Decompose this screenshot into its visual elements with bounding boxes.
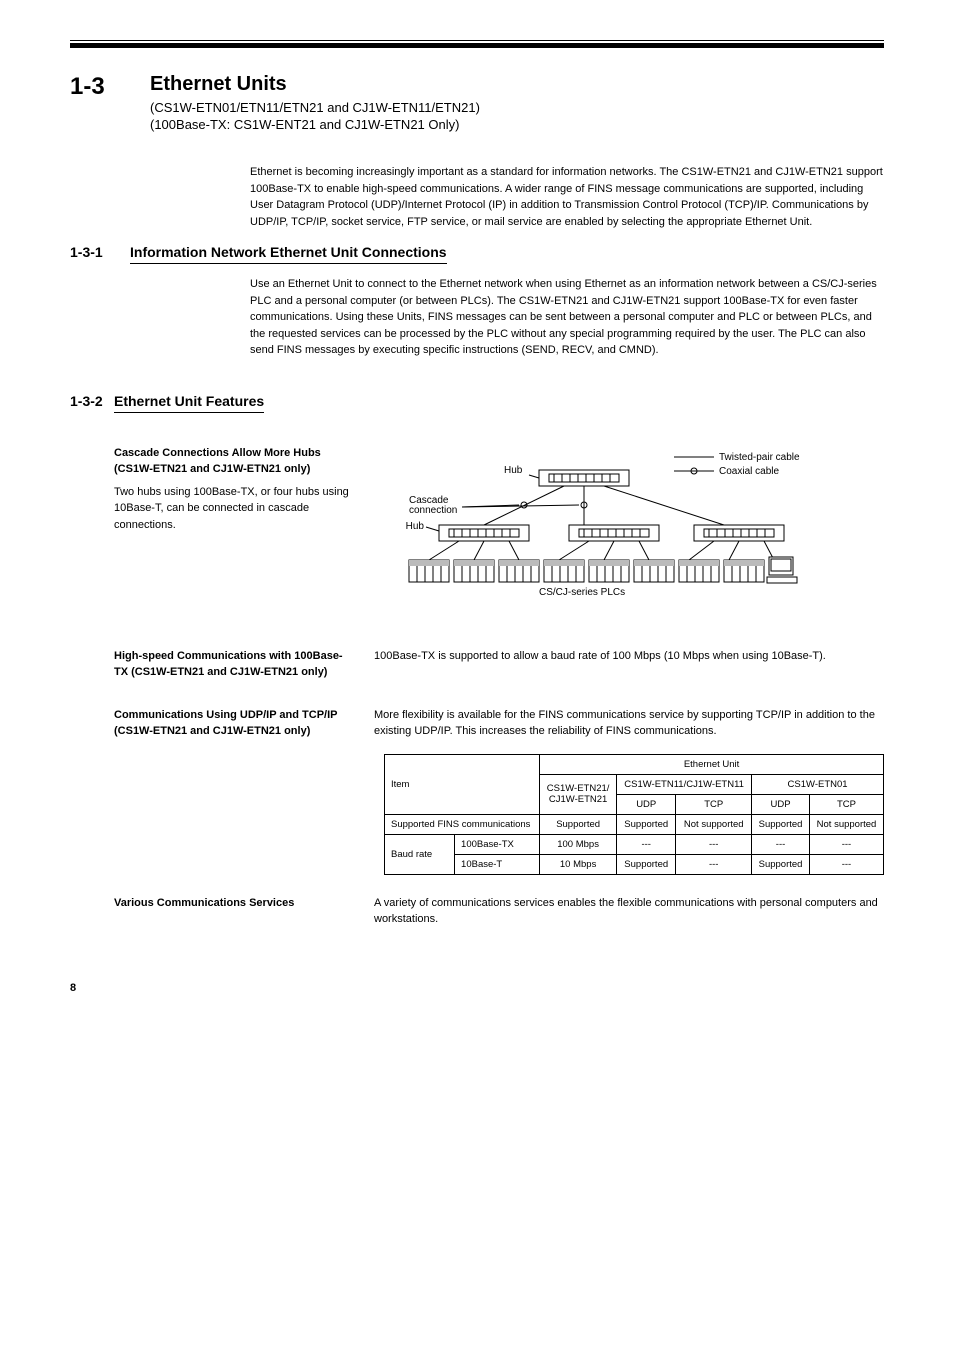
cascade-diagram: Twisted-pair cable Coaxial cable Hub Cas…: [374, 445, 804, 625]
th-item: Item: [385, 754, 540, 814]
section-number: 1-3: [70, 73, 150, 134]
plc-4: [544, 560, 584, 582]
legend-tp: Twisted-pair cable: [719, 452, 800, 463]
r3e: ---: [809, 854, 883, 874]
hub-top-label: Hub: [504, 465, 523, 476]
r3-sub1: 10Base-T: [455, 854, 540, 874]
th-udp2: UDP: [752, 794, 810, 814]
hub-mid: [569, 525, 659, 541]
r2e: ---: [809, 834, 883, 854]
r1c: Not supported: [676, 814, 752, 834]
th-etn11: CS1W-ETN11/CJ1W-ETN11: [617, 774, 752, 794]
r2-group: Baud rate: [385, 834, 455, 874]
cascade-label-2: connection: [409, 505, 457, 516]
plc-1: [409, 560, 449, 582]
hub-top: [539, 470, 629, 486]
th-etn21: CS1W-ETN21/ CJ1W-ETN21: [540, 774, 617, 814]
f4-title: Various Communications Services: [114, 895, 354, 912]
r3d: Supported: [752, 854, 810, 874]
r3b: Supported: [617, 854, 676, 874]
f1-title: Cascade Connections Allow More Hubs (CS1…: [114, 445, 354, 478]
r3a: 10 Mbps: [540, 854, 617, 874]
plc-5: [589, 560, 629, 582]
f3-title: Communications Using UDP/IP and TCP/IP (…: [114, 707, 354, 740]
plc-7: [679, 560, 719, 582]
plc-3: [499, 560, 539, 582]
r1e: Not supported: [809, 814, 883, 834]
sub-131-num: 1-3-1: [70, 244, 130, 373]
ethernet-table: Item Ethernet Unit CS1W-ETN21/ CJ1W-ETN2…: [384, 754, 884, 875]
page-number: 8: [70, 982, 884, 994]
r3c: ---: [676, 854, 752, 874]
plc-2: [454, 560, 494, 582]
r1d: Supported: [752, 814, 810, 834]
th-unit: Ethernet Unit: [540, 754, 884, 774]
f4-body: A variety of communications services ena…: [374, 895, 884, 928]
r2a: 100 Mbps: [540, 834, 617, 854]
intro-para: Ethernet is becoming increasingly import…: [250, 164, 884, 230]
r2c: ---: [676, 834, 752, 854]
plc-6: [634, 560, 674, 582]
plc-caption: CS/CJ-series PLCs: [539, 587, 625, 598]
plc-8: [724, 560, 764, 582]
sub-131-body: Use an Ethernet Unit to connect to the E…: [250, 276, 884, 359]
r2-sub1: 100Base-TX: [455, 834, 540, 854]
hub-left: [439, 525, 529, 541]
sub-131-title: Information Network Ethernet Unit Connec…: [130, 244, 447, 264]
f2-body: 100Base-TX is supported to allow a baud …: [374, 648, 884, 665]
hub-right: [694, 525, 784, 541]
r1b: Supported: [617, 814, 676, 834]
th-tcp2: TCP: [809, 794, 883, 814]
r2d: ---: [752, 834, 810, 854]
sub-132-title: Ethernet Unit Features: [114, 393, 264, 413]
th-etn01: CS1W-ETN01: [752, 774, 884, 794]
th-tcp1: TCP: [676, 794, 752, 814]
pc-icon: [767, 557, 797, 583]
r1a: Supported: [540, 814, 617, 834]
f3-body: More flexibility is available for the FI…: [374, 707, 884, 740]
th-udp1: UDP: [617, 794, 676, 814]
r1-label: Supported FINS communications: [385, 814, 540, 834]
f1-body: Two hubs using 100Base-TX, or four hubs …: [114, 484, 354, 534]
legend-coax: Coaxial cable: [719, 466, 779, 477]
section-subref: (CS1W-ETN01/ETN11/ETN21 and CJ1W-ETN11/E…: [150, 100, 884, 115]
section-title: Ethernet Units: [150, 73, 884, 96]
hub-left-label: Hub: [406, 521, 425, 532]
r2b: ---: [617, 834, 676, 854]
sub-132-num: 1-3-2: [70, 393, 114, 942]
section-bodyref: (100Base-TX: CS1W-ENT21 and CJ1W-ETN21 O…: [150, 117, 884, 132]
f2-title: High-speed Communications with 100Base-T…: [114, 648, 354, 681]
